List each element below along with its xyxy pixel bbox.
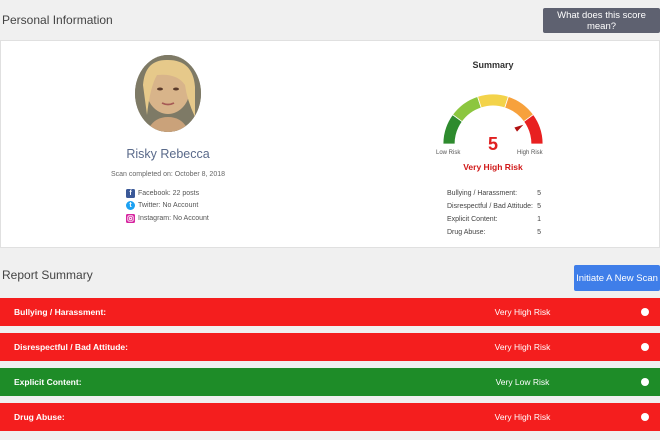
category-score-row: Bullying / Harassment: 5 [447,190,541,203]
report-row-label: Drug Abuse: [14,412,65,422]
report-row-bullying[interactable]: Bullying / Harassment: Very High Risk + [0,298,660,326]
gauge-high-label: High Risk [517,150,543,156]
scan-date: Scan completed on: October 8, 2018 [110,171,226,178]
category-scores: Bullying / Harassment: 5 Disrespectful / … [447,190,541,242]
category-label: Bullying / Harassment: [447,190,518,197]
category-score-row: Disrespectful / Bad Attitude: 5 [447,203,541,216]
risk-level: Very High Risk [463,162,523,172]
report-row-risk: Very High Risk [494,342,551,352]
gauge-segment [523,114,544,145]
social-instagram-text: Instagram: No Account [138,214,209,222]
social-twitter: t Twitter: No Account [126,200,209,213]
category-value: 5 [537,229,541,236]
personal-information-heading: Personal Information [2,13,113,27]
report-row-attitude[interactable]: Disrespectful / Bad Attitude: Very High … [0,333,660,361]
gauge-segment [451,95,482,123]
instagram-icon [126,213,135,223]
facebook-icon: f [126,188,135,198]
profile-name: Risky Rebecca [126,147,210,161]
twitter-icon: t [126,201,135,211]
gauge-segment [477,93,509,109]
expand-icon[interactable]: + [641,413,649,421]
category-label: Drug Abuse: [447,229,486,236]
category-label: Disrespectful / Bad Attitude: [447,203,533,210]
gauge-needle [514,124,524,132]
category-score-row: Drug Abuse: 5 [447,229,541,242]
personal-info-card [0,40,660,248]
social-twitter-text: Twitter: No Account [138,202,199,210]
avatar [135,55,201,132]
social-accounts: f Facebook: 22 posts t Twitter: No Accou… [126,187,209,225]
report-row-label: Disrespectful / Bad Attitude: [14,342,128,352]
report-row-drug-abuse[interactable]: Drug Abuse: Very High Risk + [0,403,660,431]
report-row-label: Bullying / Harassment: [14,307,107,317]
category-value: 5 [537,190,541,197]
gauge-low-label: Low Risk [436,150,461,156]
summary-title: Summary [472,60,514,70]
category-value: 5 [537,203,541,210]
report-row-label: Explicit Content: [14,377,82,387]
expand-icon[interactable]: + [641,378,649,386]
report-row-risk: Very Low Risk [495,377,550,387]
report-row-risk: Very High Risk [494,412,551,422]
social-facebook: f Facebook: 22 posts [126,187,209,200]
social-instagram: Instagram: No Account [126,212,209,225]
category-value: 1 [537,216,541,223]
risk-score: 5 [487,134,498,154]
category-score-row: Explicit Content: 1 [447,216,541,229]
report-row-explicit[interactable]: Explicit Content: Very Low Risk + [0,368,660,396]
social-facebook-text: Facebook: 22 posts [138,189,200,197]
score-meaning-button[interactable]: What does this score mean? [543,8,660,33]
report-row-risk: Very High Risk [494,307,551,317]
report-summary-heading: Report Summary [2,268,93,282]
new-scan-button[interactable]: Initiate A New Scan [574,265,660,291]
expand-icon[interactable]: + [641,308,649,316]
risk-gauge [442,93,544,145]
expand-icon[interactable]: + [641,343,649,351]
category-label: Explicit Content: [447,216,498,223]
